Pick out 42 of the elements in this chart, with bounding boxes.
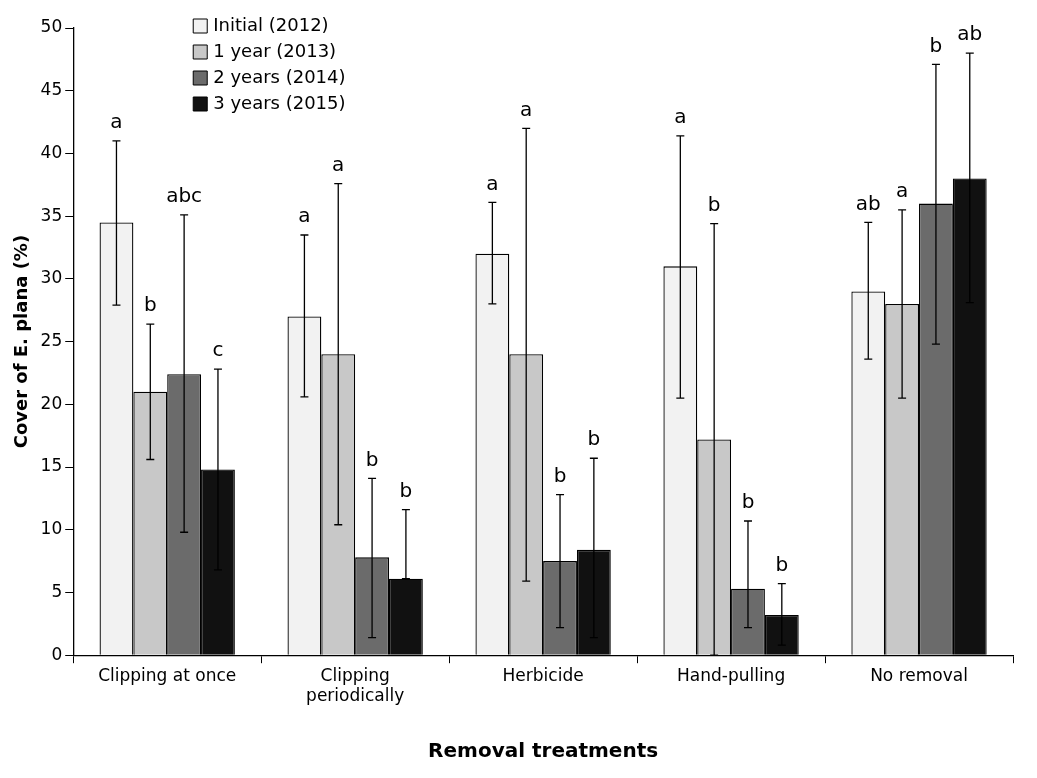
y-tick-label: 10 [40,518,63,539]
x-tick-label: Clipping at once [98,664,237,685]
y-tick-label: 45 [40,79,63,100]
x-tick-label: No removal [870,664,968,685]
annotation: b [399,477,413,502]
legend-label: 1 year (2013) [213,39,337,61]
y-tick-label: 50 [40,16,63,37]
annotation: b [587,426,601,451]
x-tick-label: Herbicide [502,664,584,685]
annotation: ab [957,21,983,46]
y-tick-label: 35 [40,204,63,225]
x-axis-title: Removal treatments [428,738,659,763]
annotation: a [895,178,909,203]
y-axis-title: Cover of E. plana (%) [10,234,32,449]
legend-label: 3 years (2015) [213,91,346,113]
annotation: c [212,337,224,362]
annotation: a [110,109,123,134]
annotation: b [553,462,567,487]
annotation: a [674,104,687,129]
y-tick-label: 30 [40,267,63,288]
y-tick-label: 40 [40,141,63,162]
annotation: b [365,446,379,471]
annotation: b [707,191,721,216]
legend-label: 2 years (2014) [213,65,346,87]
annotation: a [486,170,499,195]
y-tick-label: 15 [40,455,63,476]
y-tick-label: 0 [51,643,63,664]
annotation: a [520,96,533,121]
x-tick-label: Clipping periodically [306,664,405,706]
annotation: a [332,151,345,176]
annotation: abc [166,183,203,208]
annotation: b [929,32,943,57]
y-tick-label: 25 [40,330,63,351]
legend-label: Initial (2012) [213,13,329,35]
x-tick-label: Hand-pulling [676,664,786,685]
annotation: b [775,551,789,576]
y-tick-label: 5 [51,580,63,601]
annotation: ab [855,190,881,215]
annotation: b [143,292,157,317]
annotation: b [741,489,755,514]
annotation: a [298,203,311,228]
y-tick-label: 20 [40,392,63,413]
